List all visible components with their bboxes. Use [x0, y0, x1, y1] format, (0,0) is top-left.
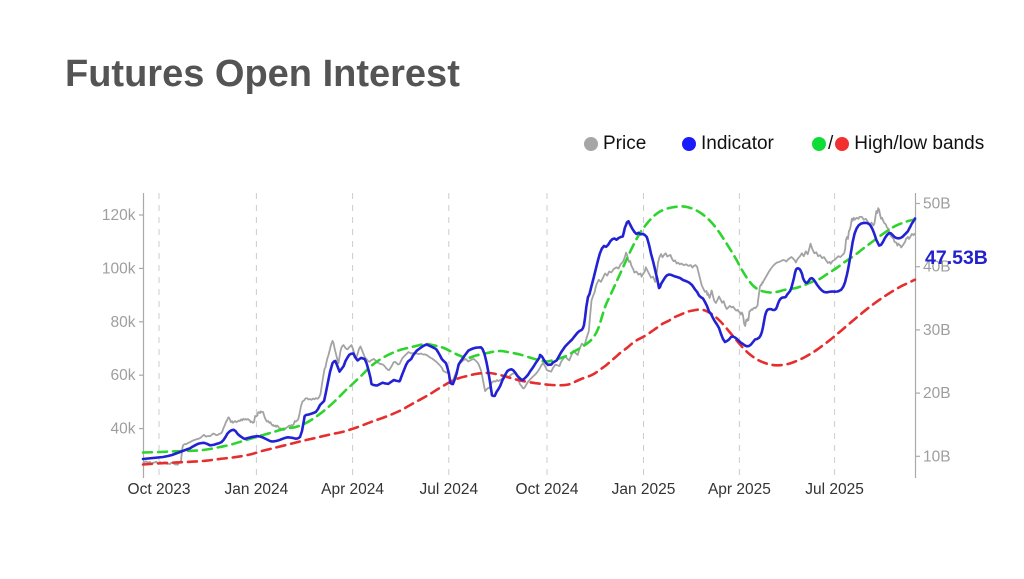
svg-text:Apr 2025: Apr 2025	[708, 481, 771, 498]
svg-text:Oct 2023: Oct 2023	[128, 481, 191, 498]
svg-text:40B: 40B	[923, 259, 951, 276]
svg-text:Jan 2025: Jan 2025	[612, 481, 676, 498]
svg-text:Apr 2024: Apr 2024	[321, 481, 384, 498]
svg-text:10B: 10B	[923, 448, 951, 465]
svg-text:Jul 2025: Jul 2025	[805, 481, 864, 498]
svg-text:20B: 20B	[923, 385, 951, 402]
svg-text:40k: 40k	[111, 421, 136, 438]
svg-text:50B: 50B	[923, 196, 951, 213]
svg-text:47.53B: 47.53B	[925, 247, 988, 269]
svg-text:Jan 2024: Jan 2024	[225, 481, 289, 498]
svg-text:60k: 60k	[111, 367, 136, 384]
svg-text:120k: 120k	[102, 207, 136, 224]
svg-text:30B: 30B	[923, 322, 951, 339]
svg-text:Jul 2024: Jul 2024	[419, 481, 478, 498]
svg-text:80k: 80k	[111, 314, 136, 331]
svg-text:100k: 100k	[102, 260, 136, 277]
svg-text:Oct 2024: Oct 2024	[516, 481, 579, 498]
